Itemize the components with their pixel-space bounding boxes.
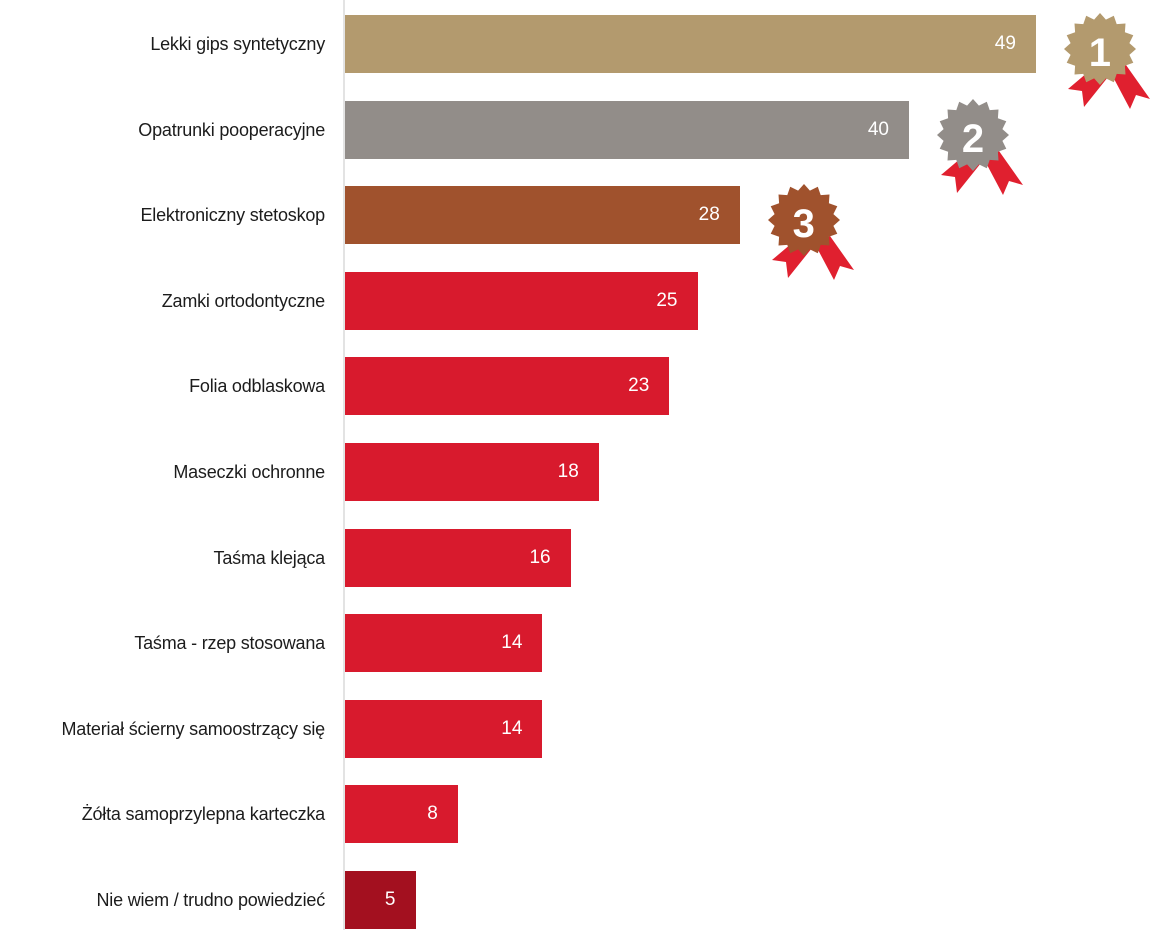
medal-rank-number: 1 [1088,31,1112,75]
category-label: Lekki gips syntetyczny [150,34,325,54]
category-label: Opatrunki pooperacyjne [138,119,325,140]
category-label: Materiał ścierny samoostrzący się [61,718,326,739]
bar-value-label: 25 [656,289,678,311]
category-label: Zamki ortodontyczne [161,290,325,311]
bar: 40 [345,100,909,159]
medal-rank-3-icon: 3 [754,180,874,300]
bar-value-label: 28 [698,204,720,226]
medal-ribbon-right [985,150,1023,195]
bar: 28 [345,186,740,245]
category-label: Folia odblaskowa [189,376,325,397]
category-label: Elektroniczny stetoskop [140,205,326,226]
medal-badge [767,184,840,257]
category-axis-line [343,0,345,930]
bar: 25 [345,271,698,330]
category-label: Taśma klejąca [213,547,326,568]
bar-value-label: 5 [384,889,396,910]
category-label: Maseczki ochronne [173,462,325,482]
bar-value-label: 40 [867,118,889,140]
medal-ribbon-right [1111,65,1150,109]
bar: 49 [345,15,1036,73]
medal-rank-1-icon: 1 [1050,9,1170,129]
bar-value-label: 23 [628,375,650,397]
bar-value-label: 14 [501,632,523,654]
bar: 23 [345,357,670,416]
bar: 16 [345,528,571,587]
bar: 14 [345,614,543,673]
bar: 8 [345,785,458,844]
bar-value-label: 14 [501,717,523,739]
medal-rank-number: 3 [792,202,815,247]
category-label: Taśma - rzep stosowana [134,633,325,654]
category-label: Nie wiem / trudno powiedzieć [96,890,325,910]
bar-value-label: 18 [557,461,579,482]
bar: 14 [345,699,543,758]
bar: 18 [345,443,599,501]
medal-badge [937,98,1009,171]
bar: 5 [345,871,416,929]
bar-value-label: 16 [529,546,551,568]
bar-value-label: 49 [994,33,1016,54]
bar-value-label: 8 [427,803,438,825]
medal-rank-2-icon: 2 [923,95,1043,215]
medal-badge [1063,13,1136,85]
category-label: Żółta samoprzylepna karteczka [81,804,326,825]
medal-rank-number: 2 [961,116,985,161]
medal-ribbon-right [815,236,854,281]
